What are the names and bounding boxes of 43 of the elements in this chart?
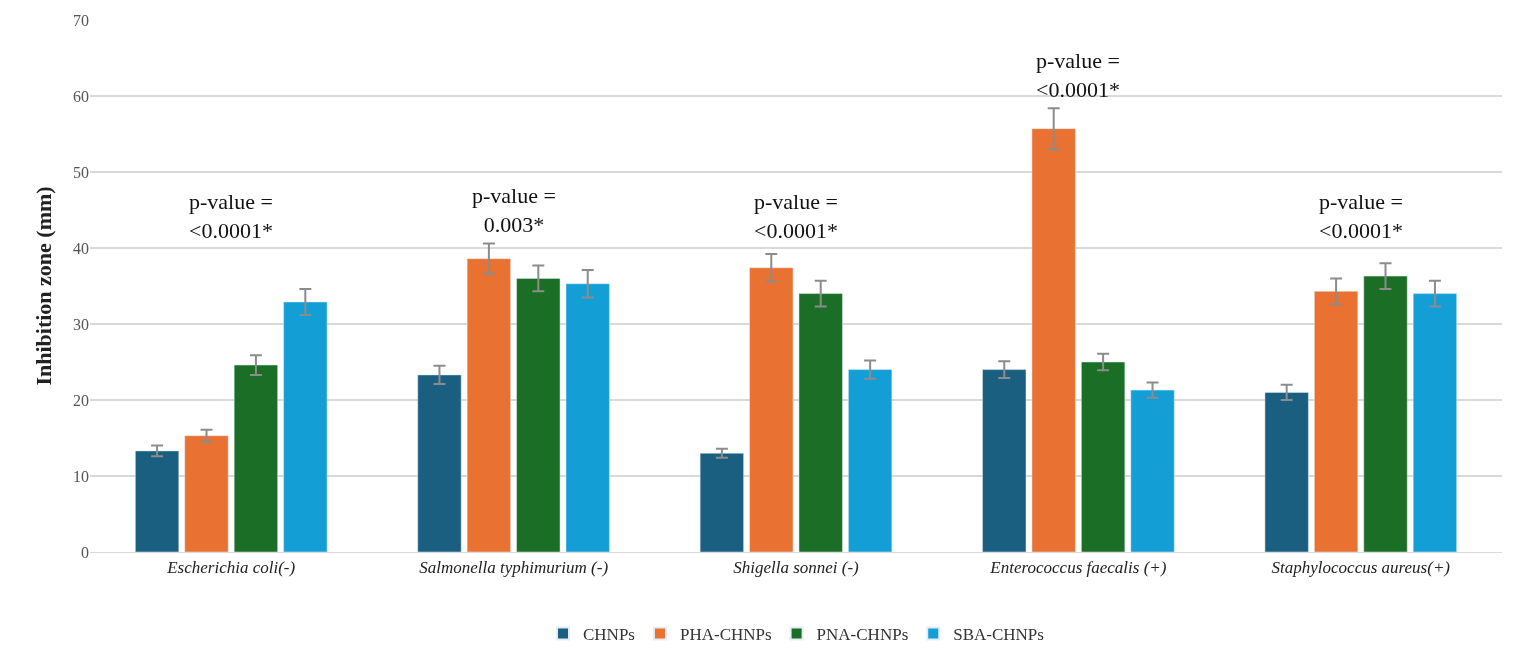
bar xyxy=(466,258,511,552)
y-tick-label: 10 xyxy=(73,467,89,485)
legend-label: PNA-CHNPs xyxy=(816,625,909,645)
bar xyxy=(1314,291,1359,552)
bar xyxy=(982,369,1027,552)
x-tick-label: Escherichia coli(-) xyxy=(166,558,296,578)
bar xyxy=(1264,392,1309,552)
annotation: p-value = <0.0001* xyxy=(754,189,838,243)
y-tick-label: 20 xyxy=(73,391,89,409)
x-tick-label: Enterococcus faecalis (+) xyxy=(989,558,1167,578)
bar xyxy=(233,364,278,552)
y-tick-label: 30 xyxy=(73,315,89,333)
bar xyxy=(565,283,610,552)
x-tick-label: Shigella sonnei (-) xyxy=(733,558,860,578)
bar xyxy=(1081,361,1126,552)
y-axis-title: Inhibition zone (mm) xyxy=(30,186,56,386)
bar xyxy=(798,293,843,552)
bar xyxy=(1412,293,1457,552)
bar xyxy=(184,435,229,552)
y-tick-label: 40 xyxy=(73,239,89,257)
bar xyxy=(1031,128,1076,552)
y-tick-label: 50 xyxy=(73,163,89,181)
bar xyxy=(283,301,328,552)
x-tick-label: Salmonella typhimurium (-) xyxy=(419,558,609,578)
bar xyxy=(417,374,462,552)
y-tick-label: 70 xyxy=(73,11,89,29)
y-tick-label: 60 xyxy=(73,87,89,105)
annotation: p-value = <0.0001* xyxy=(189,189,273,243)
bar xyxy=(1130,389,1175,552)
bar xyxy=(1363,275,1408,552)
annotation: p-value = <0.0001* xyxy=(1036,48,1120,102)
y-tick-label: 0 xyxy=(81,543,89,561)
bar xyxy=(135,450,180,552)
legend-label: CHNPs xyxy=(583,625,635,645)
annotation: p-value = <0.0001* xyxy=(1319,189,1403,243)
bar xyxy=(516,278,561,552)
legend-label: SBA-CHNPs xyxy=(953,625,1044,645)
bar xyxy=(749,267,794,552)
legend-label: PHA-CHNPs xyxy=(679,625,772,645)
x-tick-label: Staphylococcus aureus(+) xyxy=(1271,558,1451,578)
annotation: p-value = 0.003* xyxy=(472,183,556,237)
bar xyxy=(699,452,744,552)
bar xyxy=(848,369,893,552)
